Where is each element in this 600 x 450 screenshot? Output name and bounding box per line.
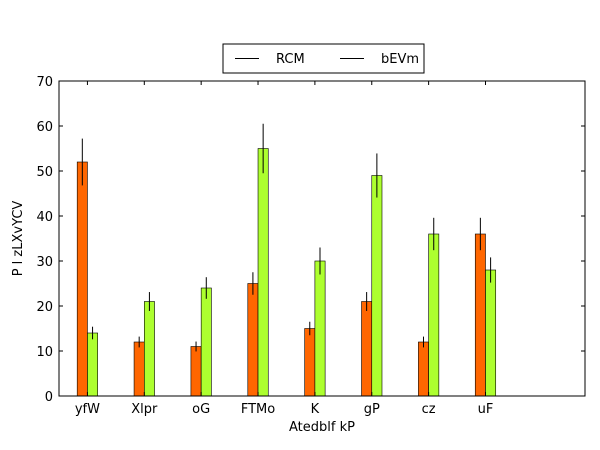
bar-rcm-xlpr [133,341,145,397]
bar-bevm-uf [485,269,497,397]
bar-rcm-ftmo [247,283,259,397]
x-tick-label: Xlpr [131,402,158,417]
x-tick-label: uF [478,402,494,417]
y-tick-label: 70 [36,75,53,90]
y-tick-label: 30 [36,255,53,270]
y-tick-label: 50 [36,165,53,180]
bar-rcm-yfw [76,161,88,397]
x-tick-label: oG [192,402,210,417]
bar-rcm-cz [418,341,429,397]
y-tick-label: 10 [36,345,53,360]
x-tick-label: FTMo [241,402,275,417]
bar-rcm-uf [474,233,486,397]
bar-rcm-k [304,328,316,397]
legend: RCM bEVm [222,43,425,74]
error-bars-layer [81,123,492,352]
x-tick-label: K [311,402,320,417]
x-axis-title: Atedblf kP [289,420,355,435]
bar-bevm-cz [428,233,440,397]
y-tick-label: 0 [45,390,53,405]
y-tick-label: 40 [36,210,53,225]
legend-label-bevm: bEVm [381,52,419,67]
plot-frame [58,80,586,397]
bar-bevm-yfw [87,332,98,397]
legend-label-rcm: RCM [276,52,305,67]
bar-bevm-og [200,287,212,397]
y-axis-title: P l zLXvYCV [11,201,26,277]
bar-bevm-ftmo [257,148,269,397]
y-tick-label: 20 [36,300,53,315]
x-tick-label: gP [364,402,380,417]
bar-bevm-k [314,260,326,397]
y-axis: 0 10 20 30 40 50 60 70 [36,75,585,405]
bar-bevm-gp [371,175,383,397]
x-tick-label: yfW [75,402,100,417]
x-tick-label: cz [422,402,436,417]
bar-bevm-xlpr [143,301,155,397]
bar-rcm-gp [361,301,373,397]
bar-rcm-og [190,346,202,397]
y-tick-label: 60 [36,120,53,135]
bars-layer [76,148,497,397]
